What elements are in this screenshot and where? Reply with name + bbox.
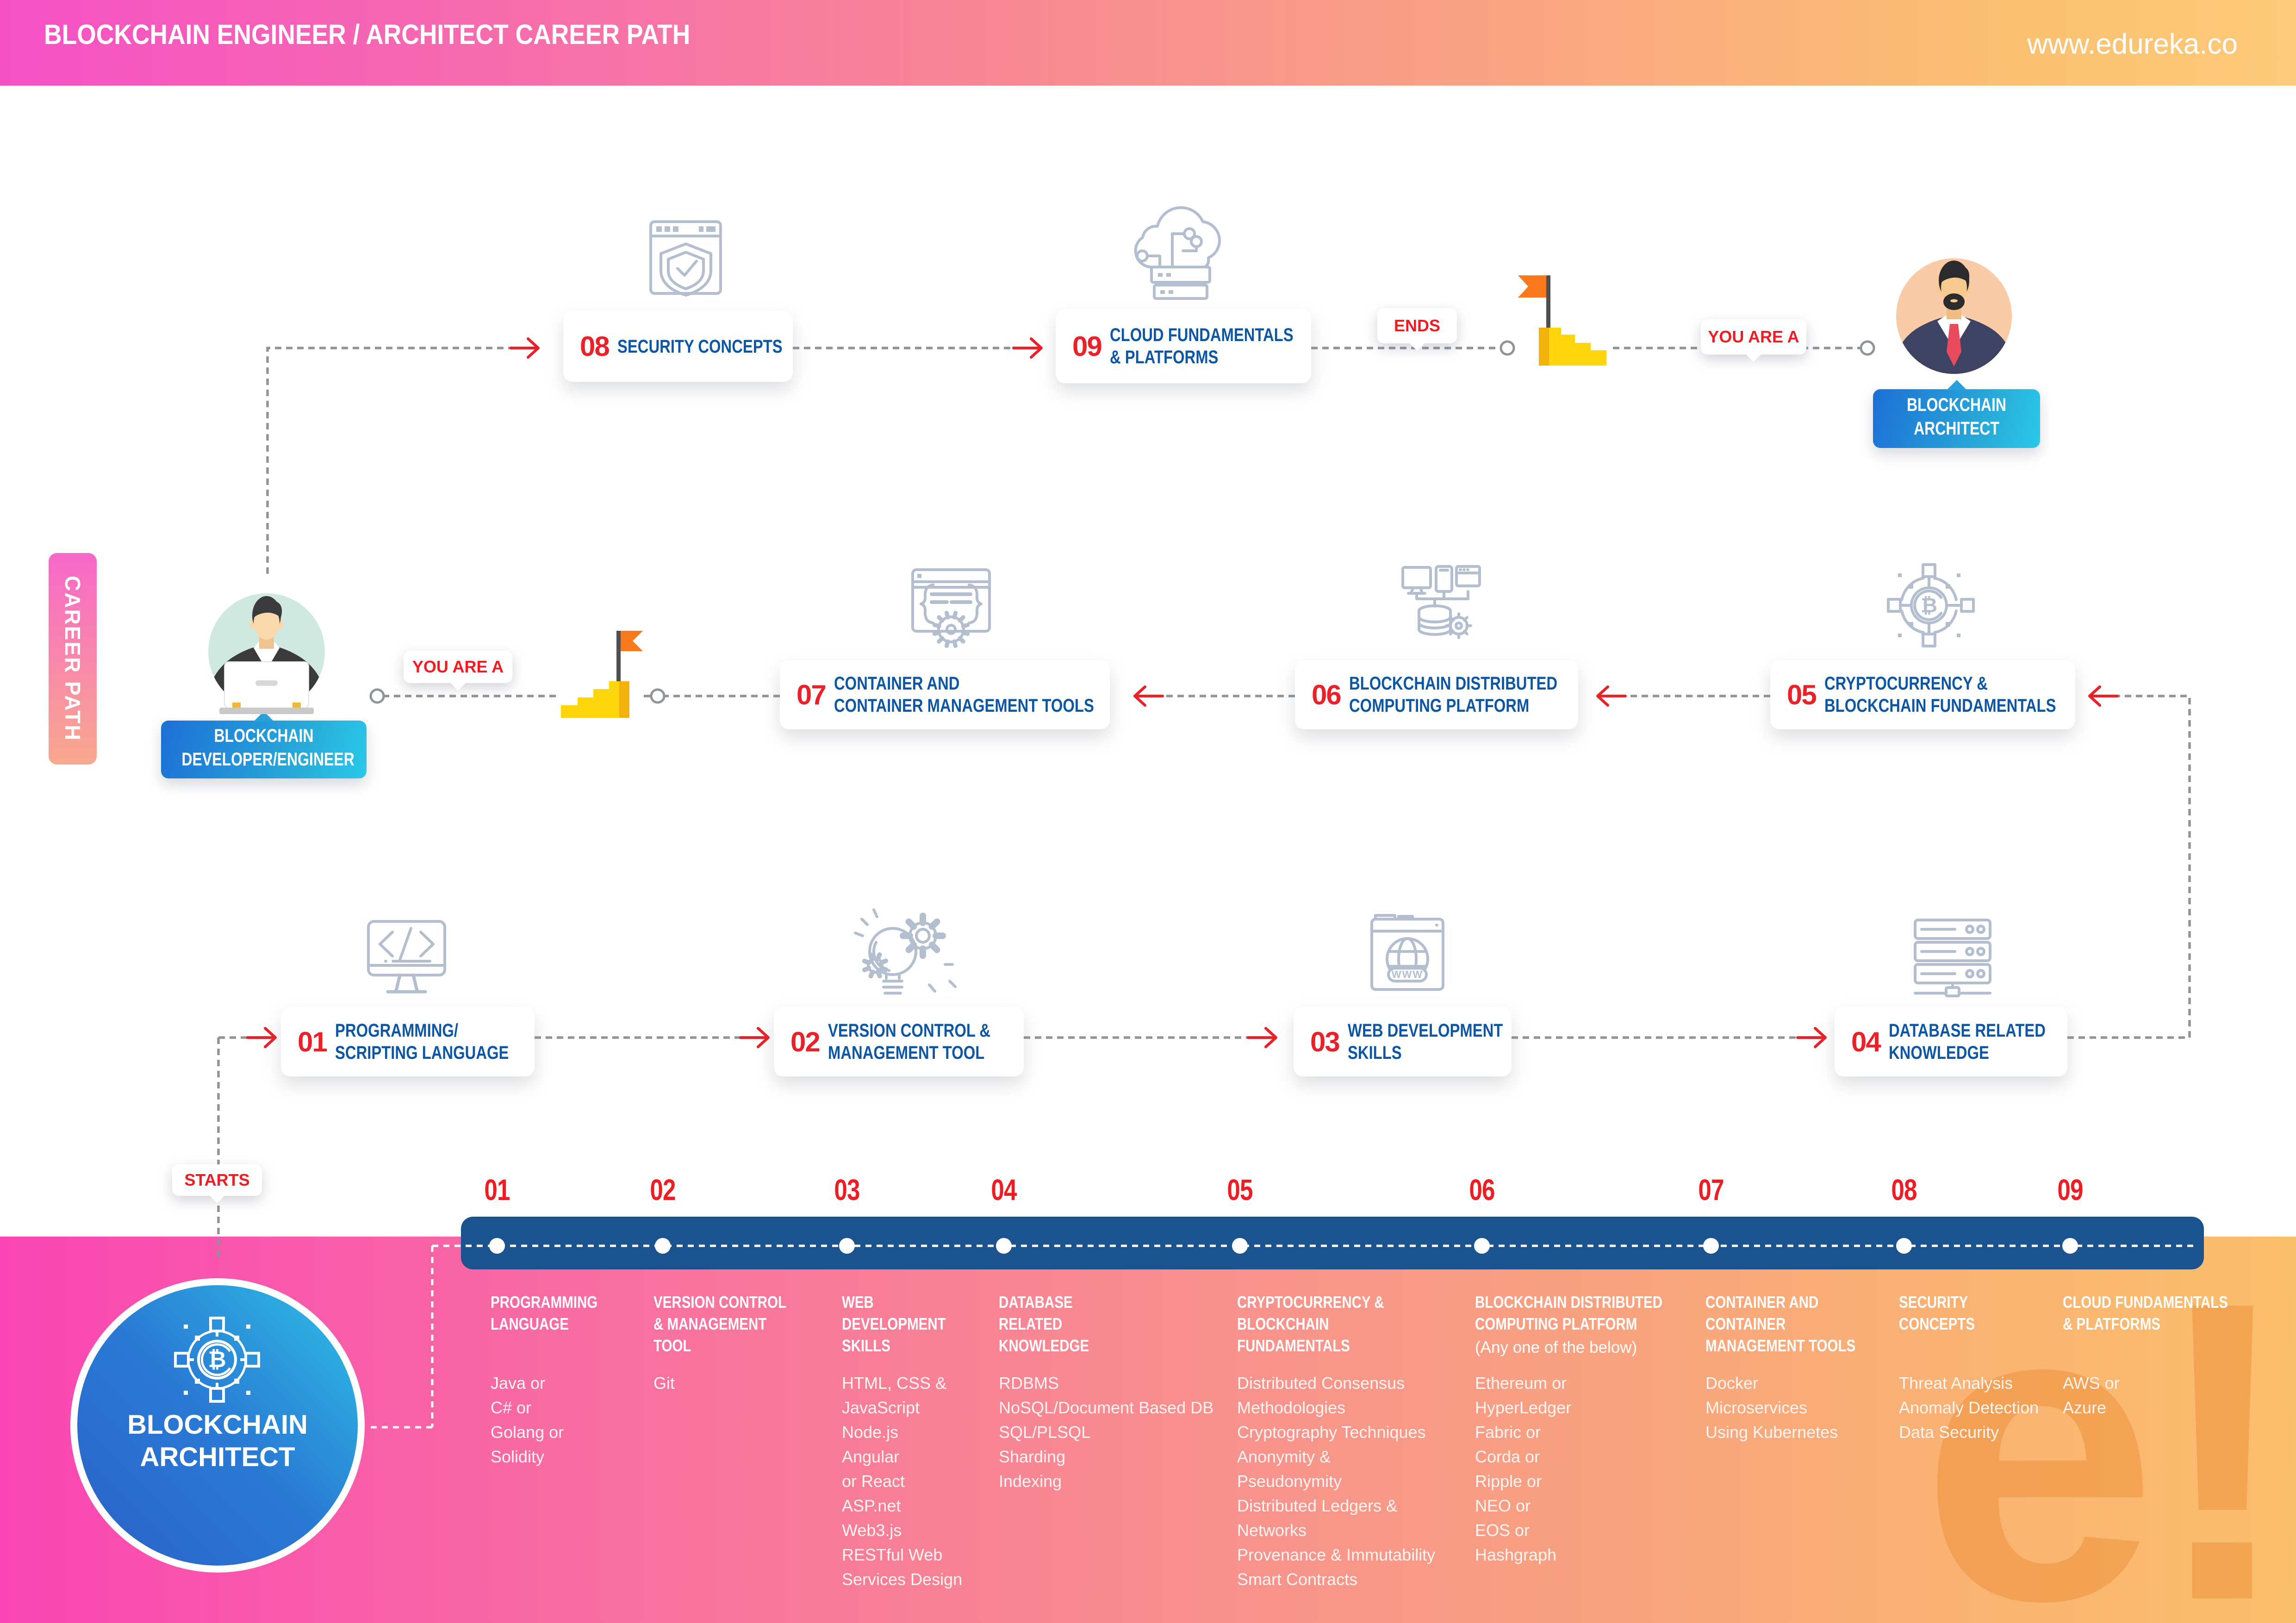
svg-text:₿: ₿ [1921,594,1937,617]
svg-text:₿: ₿ [208,1348,226,1372]
svg-text:WWW: WWW [1392,969,1423,980]
